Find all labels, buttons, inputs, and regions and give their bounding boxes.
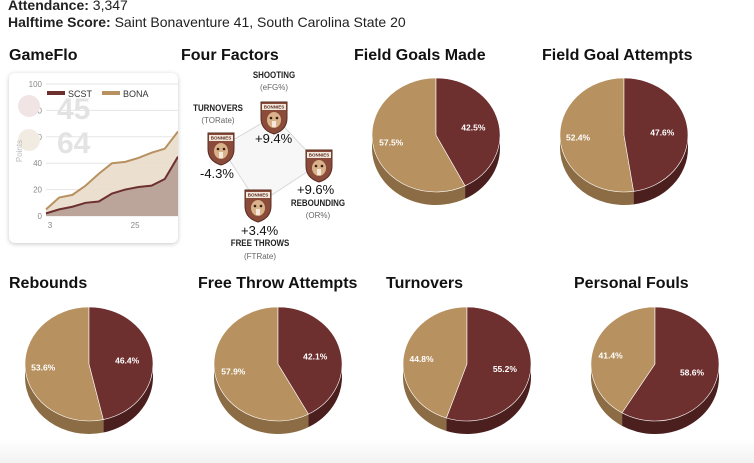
- pie-field-goal-attempts: 47.6% 52.4%: [559, 77, 689, 205]
- legend-bona-label: BONA: [123, 89, 149, 99]
- pie5-bona-slice: [402, 306, 468, 419]
- pie3-bona-slice: [24, 306, 104, 422]
- gameflo-ylabel: Points: [15, 140, 24, 162]
- pie5-scst-side: [446, 364, 531, 434]
- ff-shooting-logo: BONNIES: [260, 101, 288, 135]
- ff-rebounding-label: REBOUNDING: [290, 198, 346, 208]
- pie5-bona-side: [403, 364, 447, 431]
- pie4-bona-slice: [213, 306, 309, 422]
- gameflo-xtick-label: 3: [48, 221, 53, 230]
- ff-turnovers-sub: (TORate): [201, 116, 235, 125]
- pie2-bona-slice: [559, 77, 634, 193]
- gameflo-scst-logo: [18, 95, 40, 117]
- to-title: Turnovers: [386, 275, 464, 292]
- reb-title: Rebounds: [9, 275, 88, 292]
- svg-text:BONNIES: BONNIES: [264, 105, 285, 110]
- gameflo-xtick-label: 25: [131, 221, 140, 230]
- pie6-scst-label: 58.6%: [680, 367, 705, 377]
- ff-freethrows-value: +3.4%: [241, 223, 279, 238]
- attendance-line: Attendance: 3,347: [8, 0, 128, 13]
- halftime-label: Halftime Score:: [8, 14, 111, 30]
- gameflo-ytick-label: 0: [38, 212, 43, 221]
- ff-freethrows-logo: BONNIES: [244, 189, 272, 223]
- pie4-bona-label: 57.9%: [221, 367, 246, 377]
- pie4-bona-side: [214, 364, 309, 434]
- gameflo-title: GameFlo: [9, 47, 78, 64]
- ff-rebounding-logo: BONNIES: [305, 149, 333, 183]
- legend-scst-swatch: [47, 91, 65, 95]
- pie5-scst-slice: [446, 306, 532, 422]
- pie3-bona-side: [25, 364, 104, 435]
- pie2-bona-side: [560, 135, 634, 205]
- gameflo-scst-area: [46, 156, 178, 216]
- pie5-scst-label: 55.2%: [493, 364, 518, 374]
- pie6-bona-slice: [590, 306, 656, 414]
- legend-scst-label: SCST: [68, 89, 93, 99]
- pie1-scst-slice: [435, 77, 501, 187]
- gameflo-score-bona: 64: [57, 127, 91, 160]
- bottom-divider: [0, 440, 754, 463]
- ff-freethrows-sub: (FTRate): [244, 252, 276, 261]
- ff-turnovers-logo: BONNIES: [207, 132, 235, 166]
- pie1-scst-side: [465, 135, 500, 199]
- gameflo-bona-line: [45, 130, 179, 211]
- ff-shooting-label: SHOOTING: [252, 70, 296, 80]
- pie6-bona-label: 41.4%: [599, 351, 624, 361]
- fgm-title: Field Goals Made: [354, 47, 486, 64]
- svg-text:BONNIES: BONNIES: [248, 193, 269, 198]
- pie-turnovers: 55.2% 44.8%: [402, 306, 532, 434]
- gameflo-bona-logo: [18, 129, 40, 151]
- four-factors-diagram: BONNIES BONNIES BONNIES BONNIES: [207, 101, 333, 223]
- pie4-scst-label: 42.1%: [303, 351, 328, 361]
- gameflo-score-scst: 45: [57, 93, 90, 126]
- ff-rebounding-value: +9.6%: [297, 182, 335, 197]
- pie6-scst-slice: [621, 306, 720, 422]
- pie2-bona-label: 52.4%: [566, 132, 591, 142]
- gameflo-chart: 0204060801004564Points325SCSTBONA: [15, 80, 179, 230]
- pie6-bona-side: [591, 364, 623, 426]
- pie4-scst-slice: [277, 306, 343, 415]
- attendance-label: Attendance:: [8, 0, 89, 13]
- pie2-scst-label: 47.6%: [650, 128, 675, 138]
- pie1-bona-slice: [371, 77, 466, 193]
- pie2-scst-slice: [623, 77, 689, 192]
- gameflo-scst-line: [45, 156, 179, 215]
- pie1-bona-label: 57.5%: [379, 137, 404, 147]
- halftime-line: Halftime Score: Saint Bonaventure 41, So…: [8, 14, 406, 30]
- ff-turnovers-label: TURNOVERS: [193, 103, 243, 113]
- pie4-scst-side: [308, 364, 342, 428]
- gameflo-legend: SCST BONA: [47, 89, 149, 99]
- gameflo-ytick-label: 100: [29, 80, 43, 89]
- pie-free-throw-attempts: 42.1% 57.9%: [213, 306, 343, 434]
- pie-rebounds: 46.4% 53.6%: [24, 306, 154, 435]
- ff-freethrows-label: FREE THROWS: [230, 238, 290, 248]
- ff-shooting-value: +9.4%: [255, 131, 293, 146]
- ff-turnovers-value: -4.3%: [200, 166, 234, 181]
- pie-personal-fouls: 58.6% 41.4%: [590, 306, 720, 434]
- pie3-scst-side: [103, 364, 153, 433]
- pf-title: Personal Fouls: [574, 275, 689, 292]
- pie3-scst-slice: [88, 306, 154, 420]
- attendance-value: 3,347: [92, 0, 128, 13]
- pie6-scst-side: [622, 364, 719, 434]
- four-factors-title: Four Factors: [181, 47, 279, 64]
- pie1-scst-label: 42.5%: [461, 123, 486, 133]
- svg-text:BONNIES: BONNIES: [211, 136, 232, 141]
- fga-title: Field Goal Attempts: [542, 47, 693, 64]
- pie1-bona-side: [372, 135, 466, 206]
- pie5-bona-label: 44.8%: [409, 354, 434, 364]
- legend-bona-swatch: [102, 91, 120, 95]
- gameflo-ytick-label: 40: [33, 159, 42, 168]
- pie-field-goals-made: 42.5% 57.5%: [371, 77, 501, 206]
- halftime-value: Saint Bonaventure 41, South Carolina Sta…: [114, 14, 406, 30]
- svg-text:BONNIES: BONNIES: [309, 153, 330, 158]
- pie2-scst-side: [633, 135, 688, 205]
- fta-title: Free Throw Attempts: [198, 275, 358, 292]
- pie3-scst-label: 46.4%: [115, 355, 140, 365]
- pie3-bona-label: 53.6%: [31, 363, 56, 373]
- ff-shooting-sub: (eFG%): [260, 83, 288, 92]
- gameflo-card: 0204060801004564Points325SCSTBONA: [9, 73, 179, 243]
- gameflo-ytick-label: 20: [33, 186, 42, 195]
- ff-rebounding-sub: (OR%): [305, 211, 331, 220]
